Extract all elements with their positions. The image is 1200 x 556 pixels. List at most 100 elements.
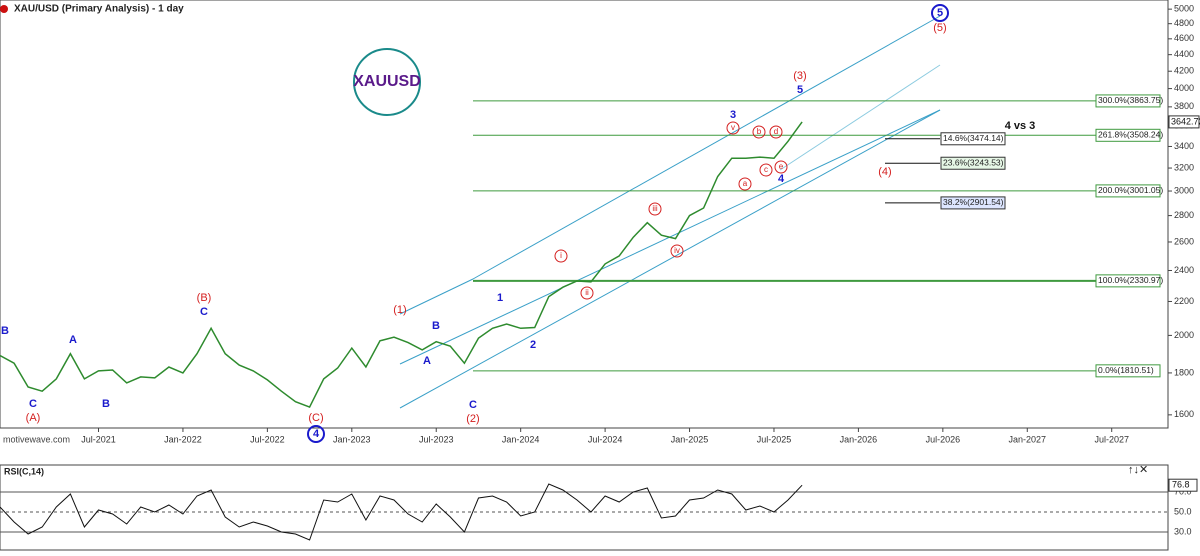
wave-circle bbox=[759, 163, 773, 177]
level-label-box bbox=[1095, 184, 1161, 198]
y-tick-label: 4200 bbox=[1174, 66, 1194, 76]
wave-label: 5 bbox=[797, 84, 803, 96]
y-tick-label: 3800 bbox=[1174, 101, 1194, 111]
wave-label: 5 bbox=[937, 7, 943, 19]
wave-circle bbox=[670, 244, 684, 258]
level-label-box bbox=[1095, 274, 1161, 288]
x-tick-label: Jul-2023 bbox=[419, 434, 454, 444]
y-tick-label: 2000 bbox=[1174, 330, 1194, 340]
level-label-box bbox=[940, 132, 1006, 146]
y-tick-label: 2200 bbox=[1174, 296, 1194, 306]
wave-label: v bbox=[731, 123, 735, 132]
level-label: 38.2%(2901.54) bbox=[943, 197, 1004, 207]
y-tick-label: 5000 bbox=[1174, 4, 1194, 14]
y-tick-label: 3400 bbox=[1174, 141, 1194, 151]
level-label: 300.0%(3863.75) bbox=[1098, 95, 1163, 105]
wave-label: 3 bbox=[730, 109, 736, 121]
level-label: 200.0%(3001.05) bbox=[1098, 185, 1163, 195]
level-label-box bbox=[1095, 364, 1161, 378]
y-tick-label: 4600 bbox=[1174, 33, 1194, 43]
level-label-box bbox=[1095, 128, 1161, 142]
x-tick-label: Jan-2025 bbox=[671, 434, 709, 444]
wave-circle bbox=[554, 249, 568, 263]
level-label: 14.6%(3474.14) bbox=[943, 133, 1004, 143]
y-tick-label: 3000 bbox=[1174, 185, 1194, 195]
y-tick-label: 4800 bbox=[1174, 18, 1194, 28]
price-line bbox=[0, 121, 803, 409]
level-label-box bbox=[940, 196, 1006, 210]
y-tick-label: 2800 bbox=[1174, 210, 1194, 220]
wave-label: b bbox=[757, 127, 762, 136]
wave-label: 4 bbox=[778, 173, 785, 185]
x-tick-label: Jan-2024 bbox=[502, 434, 540, 444]
rsi-tick-label: 30.0 bbox=[1174, 526, 1192, 536]
x-tick-label: Jul-2022 bbox=[250, 434, 285, 444]
y-tick-label: 1600 bbox=[1174, 409, 1194, 419]
wave-label: C bbox=[200, 306, 208, 318]
wave-label: (1) bbox=[393, 304, 406, 316]
wave-label: B bbox=[432, 320, 440, 332]
wave-label: A bbox=[69, 334, 77, 346]
y-tick-label: 3200 bbox=[1174, 162, 1194, 172]
x-tick-label: Jul-2024 bbox=[588, 434, 623, 444]
price-frame bbox=[0, 0, 1169, 429]
wave-label: A bbox=[423, 355, 431, 367]
wave-circle bbox=[580, 286, 594, 300]
wave-label: (2) bbox=[466, 413, 479, 425]
level-label-box bbox=[940, 156, 1006, 170]
wave-label: 4 bbox=[313, 428, 320, 440]
wave-label: 4 vs 3 bbox=[1005, 120, 1036, 132]
panel-controls[interactable]: ↑↓✕ bbox=[1128, 464, 1148, 476]
wave-label: B bbox=[1, 325, 9, 337]
rsi-line bbox=[0, 483, 803, 541]
symbol-label: XAUUSD bbox=[353, 73, 421, 90]
rsi-last-label: 76.8 bbox=[1172, 480, 1190, 490]
wave-label: C bbox=[469, 399, 477, 411]
wave-label: 2 bbox=[530, 339, 536, 351]
y-tick-label: 4400 bbox=[1174, 49, 1194, 59]
wave-circle bbox=[738, 177, 752, 191]
wave-circle bbox=[769, 125, 783, 139]
x-tick-label: Jan-2027 bbox=[1009, 434, 1047, 444]
last-price-box bbox=[1168, 115, 1200, 129]
level-label: 0.0%(1810.51) bbox=[1098, 365, 1154, 375]
wave-circle bbox=[648, 202, 662, 216]
channel-line bbox=[399, 278, 474, 315]
y-tick-label: 2600 bbox=[1174, 236, 1194, 246]
wave-label: iii bbox=[652, 204, 658, 213]
rsi-last-box bbox=[1168, 478, 1198, 492]
x-tick-label: Jul-2026 bbox=[926, 434, 961, 444]
y-tick-label: 2400 bbox=[1174, 265, 1194, 275]
wave-label: d bbox=[774, 127, 778, 136]
level-label: 23.6%(3243.53) bbox=[943, 157, 1004, 167]
symbol-circle bbox=[353, 48, 421, 116]
wave-label: (B) bbox=[197, 292, 212, 304]
y-tick-label: 4000 bbox=[1174, 83, 1194, 93]
wave-label: C bbox=[29, 398, 37, 410]
wave-label: (5) bbox=[933, 22, 946, 34]
x-tick-label: Jul-2021 bbox=[81, 434, 116, 444]
wave-label: (A) bbox=[26, 412, 41, 424]
channel-line bbox=[779, 64, 941, 171]
watermark: motivewave.com bbox=[3, 434, 70, 444]
x-tick-label: Jan-2022 bbox=[164, 434, 202, 444]
x-tick-label: Jan-2023 bbox=[333, 434, 371, 444]
wave-label: c bbox=[764, 165, 768, 174]
wave-label: (C) bbox=[308, 412, 323, 424]
wave-label: B bbox=[102, 398, 110, 410]
rsi-title: RSI(C,14) bbox=[4, 466, 44, 476]
chart-title: XAU/USD (Primary Analysis) - 1 day bbox=[14, 4, 184, 15]
rsi-panel: RSI(C,14) ↑↓✕ 30.050.070.076.8 bbox=[0, 464, 1198, 551]
x-tick-label: Jul-2025 bbox=[757, 434, 792, 444]
y-tick-label: 1800 bbox=[1174, 367, 1194, 377]
level-label: 261.8%(3508.24) bbox=[1098, 130, 1163, 140]
x-tick-label: Jul-2027 bbox=[1094, 434, 1129, 444]
wave-label: 1 bbox=[497, 292, 503, 304]
wave-circle bbox=[726, 121, 740, 135]
status-dot bbox=[0, 5, 8, 13]
wave-circle bbox=[752, 125, 766, 139]
channel-line bbox=[399, 109, 941, 409]
wave-circle bbox=[307, 425, 325, 443]
